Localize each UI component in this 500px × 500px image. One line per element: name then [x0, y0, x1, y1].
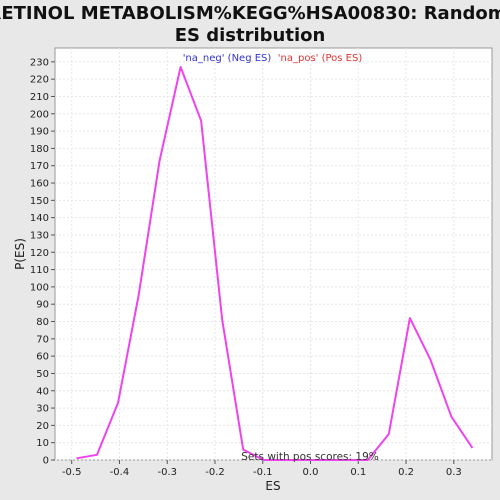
series-layer: [76, 66, 474, 461]
x-tick-label: 0.1: [350, 467, 366, 478]
x-axis-label: ES: [265, 479, 280, 493]
legend-neg-es: 'na_neg' (Neg ES): [183, 53, 272, 64]
y-axis-label: P(ES): [13, 238, 27, 270]
y-tick-label: 60: [36, 352, 49, 363]
y-tick-label: 100: [30, 282, 49, 293]
y-tick-label: 50: [36, 369, 49, 380]
x-tick-label: 0.3: [446, 467, 462, 478]
x-tick-label: -0.4: [110, 467, 130, 478]
y-tick-label: 190: [30, 127, 49, 138]
y-tick-label: 40: [36, 386, 49, 397]
axes: 0 10 20 30 40 50 60 70 80 90 100 110 120 130 140 150 160…: [30, 57, 462, 478]
chart-title-line1: RETINOL METABOLISM%KEGG%HSA00830: Random: [0, 3, 500, 24]
y-tick-label: 180: [30, 144, 49, 155]
chart-title-line2: ES distribution: [175, 25, 326, 46]
y-tick-label: 20: [36, 421, 49, 432]
y-tick-label: 70: [36, 334, 49, 345]
y-tick-label: 130: [30, 230, 49, 241]
y-tick-label: 160: [30, 179, 49, 190]
y-tick-label: 120: [30, 248, 49, 259]
y-tick-label: 210: [30, 92, 49, 103]
x-tick-label: 0.0: [303, 467, 319, 478]
x-tick-label: -0.5: [62, 467, 82, 478]
y-tick-label: 10: [36, 438, 49, 449]
y-tick-label: 110: [30, 265, 49, 276]
x-tick-label: -0.3: [157, 467, 177, 478]
y-tick-label: 220: [30, 75, 49, 86]
y-tick-label: 80: [36, 317, 49, 328]
y-tick-label: 0: [43, 456, 49, 467]
y-tick-label: 30: [36, 404, 49, 415]
pos-scores-annotation: Sets with pos scores: 19%: [241, 451, 378, 463]
series-line: [76, 66, 474, 461]
x-tick-label: 0.2: [398, 467, 414, 478]
y-tick-label: 200: [30, 109, 49, 120]
x-tick-label: -0.2: [205, 467, 225, 478]
y-tick-label: 230: [30, 57, 49, 68]
plot-area: [54, 47, 493, 461]
y-tick-label: 140: [30, 213, 49, 224]
x-tick-label: -0.1: [253, 467, 273, 478]
y-tick-label: 170: [30, 161, 49, 172]
y-tick-label: 150: [30, 196, 49, 207]
y-tick-label: 90: [36, 300, 49, 311]
legend-pos-es: 'na_pos' (Pos ES): [278, 53, 363, 64]
